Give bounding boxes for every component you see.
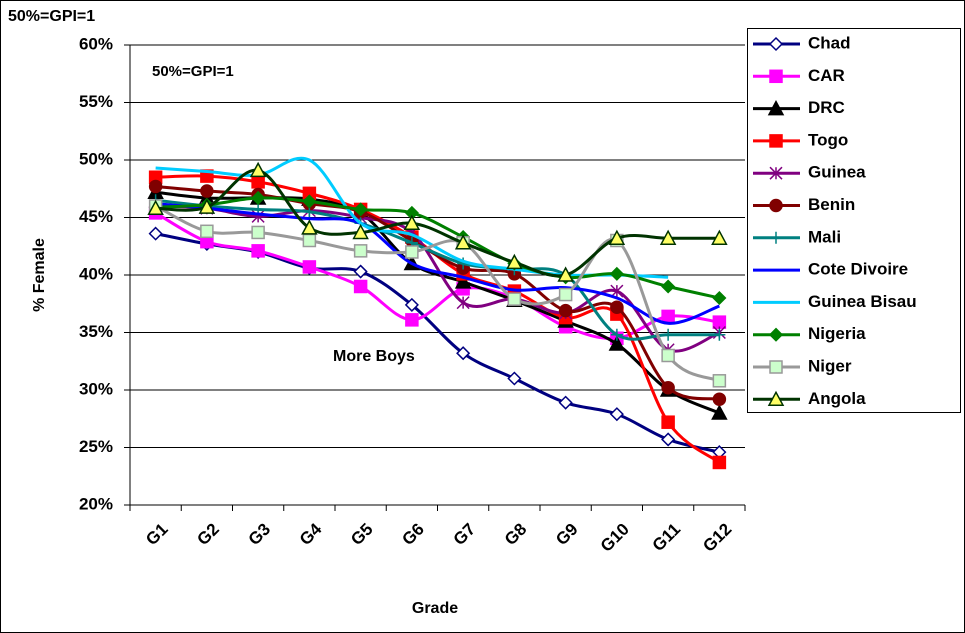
legend-marker (770, 231, 782, 244)
marker (712, 290, 727, 306)
marker (353, 202, 368, 217)
marker (353, 244, 368, 258)
marker (353, 279, 368, 294)
marker (661, 309, 675, 324)
marker (405, 245, 419, 259)
legend-label: Mali (808, 227, 841, 246)
marker (148, 226, 163, 241)
marker (251, 244, 265, 258)
chart-title: 50%=GPI=1 (8, 8, 95, 25)
marker (608, 335, 626, 351)
marker (302, 194, 317, 209)
legend-marker (769, 166, 783, 180)
marker (712, 392, 727, 406)
annotation: 50%=GPI=1 (152, 63, 234, 80)
marker (251, 225, 265, 240)
series-line (155, 202, 720, 325)
legend-label: Togo (808, 130, 848, 149)
marker (198, 198, 216, 214)
marker (301, 219, 318, 235)
legend-label: CAR (808, 66, 845, 85)
marker (353, 264, 368, 279)
marker (610, 300, 624, 314)
marker (249, 161, 267, 178)
legend-marker (769, 69, 783, 84)
legend-label: Niger (808, 356, 852, 375)
marker (200, 224, 214, 239)
y-tick-label: 30% (79, 379, 113, 398)
legend-marker (768, 36, 784, 52)
marker (251, 190, 266, 206)
legend-label: Cote Divoire (808, 260, 908, 279)
marker (200, 184, 214, 198)
marker (661, 380, 675, 395)
marker (661, 415, 675, 429)
marker (659, 229, 677, 245)
marker (302, 260, 317, 274)
marker (711, 229, 728, 245)
marker (713, 328, 726, 341)
marker (454, 273, 472, 289)
y-axis-title: % Female (31, 238, 48, 312)
marker (610, 328, 623, 341)
marker (609, 407, 624, 422)
legend-label: Guinea (808, 163, 866, 182)
marker (609, 266, 624, 281)
y-tick-label: 35% (79, 322, 113, 341)
y-tick-label: 20% (79, 494, 113, 513)
legend-marker (767, 100, 785, 116)
legend-label: Guinea Bisau (808, 292, 917, 311)
marker (558, 395, 573, 410)
marker (454, 234, 472, 250)
marker (557, 266, 574, 282)
marker (506, 253, 523, 270)
x-axis-title: Grade (412, 600, 458, 617)
marker (712, 374, 727, 388)
y-tick-label: 60% (79, 34, 113, 53)
legend-marker (769, 360, 783, 374)
marker (608, 229, 626, 245)
annotation: More Boys (333, 348, 415, 365)
legend-label: Chad (808, 33, 851, 52)
marker (711, 404, 728, 420)
legend-label: Nigeria (808, 324, 866, 343)
marker (147, 199, 164, 216)
legend-label: Benin (808, 195, 855, 214)
marker (403, 214, 421, 230)
legend-label: DRC (808, 98, 845, 117)
marker (302, 233, 317, 248)
marker (456, 296, 470, 310)
marker (456, 346, 471, 361)
marker (507, 371, 522, 386)
legend-box (747, 28, 961, 413)
marker (661, 348, 675, 363)
legend-marker (769, 134, 783, 148)
legend-label: Angola (808, 389, 866, 408)
marker (661, 279, 676, 294)
marker (507, 292, 522, 306)
marker (251, 175, 265, 189)
y-tick-label: 25% (79, 437, 113, 456)
y-tick-label: 40% (79, 264, 113, 283)
legend-marker (768, 327, 784, 342)
marker (558, 303, 573, 318)
marker (148, 179, 163, 194)
marker (712, 455, 727, 470)
marker (405, 313, 419, 327)
marker (352, 223, 369, 240)
legend-marker (767, 390, 785, 407)
marker (404, 297, 419, 312)
y-tick-label: 45% (79, 207, 113, 226)
marker (661, 432, 676, 447)
marker (558, 287, 573, 302)
y-tick-label: 55% (79, 92, 113, 111)
legend-marker (769, 198, 783, 213)
marker (712, 315, 727, 329)
marker (662, 328, 675, 341)
y-tick-label: 50% (79, 149, 113, 168)
